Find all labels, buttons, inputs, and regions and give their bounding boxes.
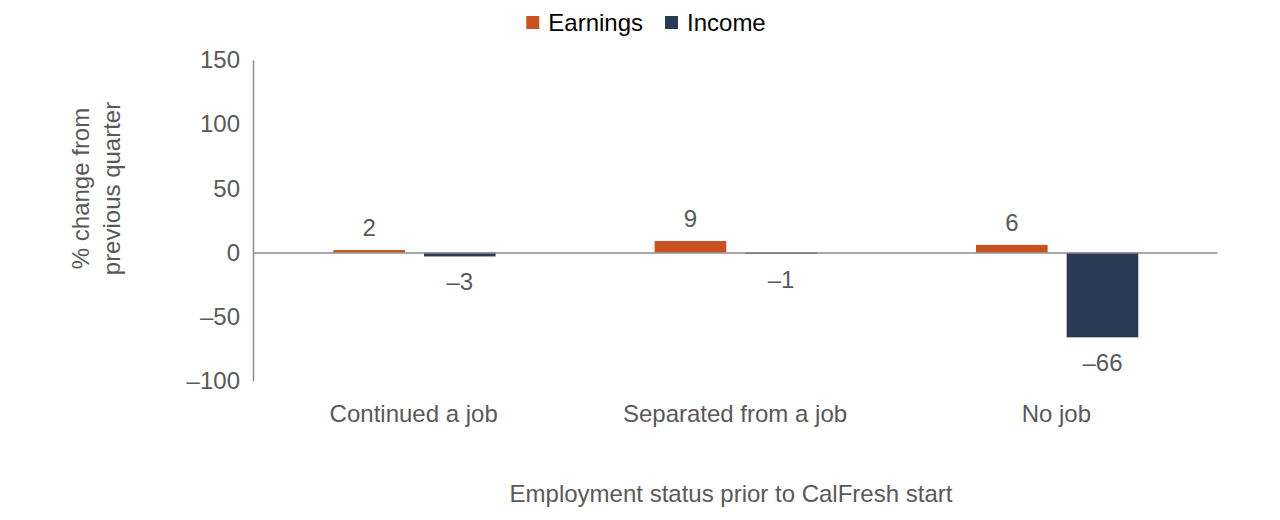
y-tick: –50: [200, 303, 253, 330]
y-tick-label: 100: [200, 110, 240, 137]
legend-item: Income: [665, 9, 766, 36]
bar: [976, 245, 1048, 253]
x-tick-label: Continued a job: [330, 400, 498, 427]
bar: [1067, 253, 1139, 338]
x-tick: No job: [1022, 253, 1091, 427]
x-axis: Continued a job Separated from a job No jo…: [254, 253, 1218, 427]
legend-swatch: [526, 16, 539, 29]
y-tick-label: 0: [227, 239, 240, 266]
legend-swatch: [665, 16, 678, 29]
y-axis: –100 –50 0 50 100 150: [187, 46, 254, 394]
data-labels: 2 9 6 –3 –1 –66: [362, 205, 1122, 376]
axis-line: [254, 252, 1218, 254]
data-label: –3: [446, 268, 473, 295]
bar: [333, 250, 405, 253]
data-label: 2: [362, 214, 375, 241]
legend-label: Earnings: [548, 9, 643, 36]
y-tick: 0: [227, 239, 253, 266]
y-tick-label: –50: [200, 303, 240, 330]
y-tick: –100: [187, 367, 253, 394]
y-axis-title: % change fromprevious quarter: [67, 102, 125, 275]
y-tick: 150: [200, 46, 253, 73]
bar: [655, 241, 727, 253]
data-label: –1: [768, 266, 795, 293]
legend-label: Income: [687, 9, 766, 36]
plot: –100 –50 0 50 100 150 Continued a job Separated…: [187, 46, 1218, 427]
x-tick: Continued a job: [330, 253, 498, 427]
x-tick-label: Separated from a job: [623, 400, 847, 427]
bars: [333, 241, 1138, 337]
axis-line: [253, 61, 255, 382]
legend-item: Earnings: [526, 9, 643, 36]
y-tick: 50: [213, 175, 253, 202]
x-tick-label: No job: [1022, 400, 1091, 427]
y-tick-label: 150: [200, 46, 240, 73]
y-tick-label: 50: [213, 175, 240, 202]
data-label: 6: [1005, 209, 1018, 236]
data-label: 9: [684, 205, 697, 232]
x-tick: Separated from a job: [623, 253, 847, 427]
chart: –100 –50 0 50 100 150 Continued a job Separated…: [0, 0, 1280, 520]
data-label: –66: [1082, 349, 1122, 376]
y-tick-label: –100: [187, 367, 240, 394]
y-tick: 100: [200, 110, 253, 137]
legend: Earnings Income: [526, 9, 765, 36]
x-axis-title: Employment status prior to CalFresh star…: [510, 480, 953, 507]
